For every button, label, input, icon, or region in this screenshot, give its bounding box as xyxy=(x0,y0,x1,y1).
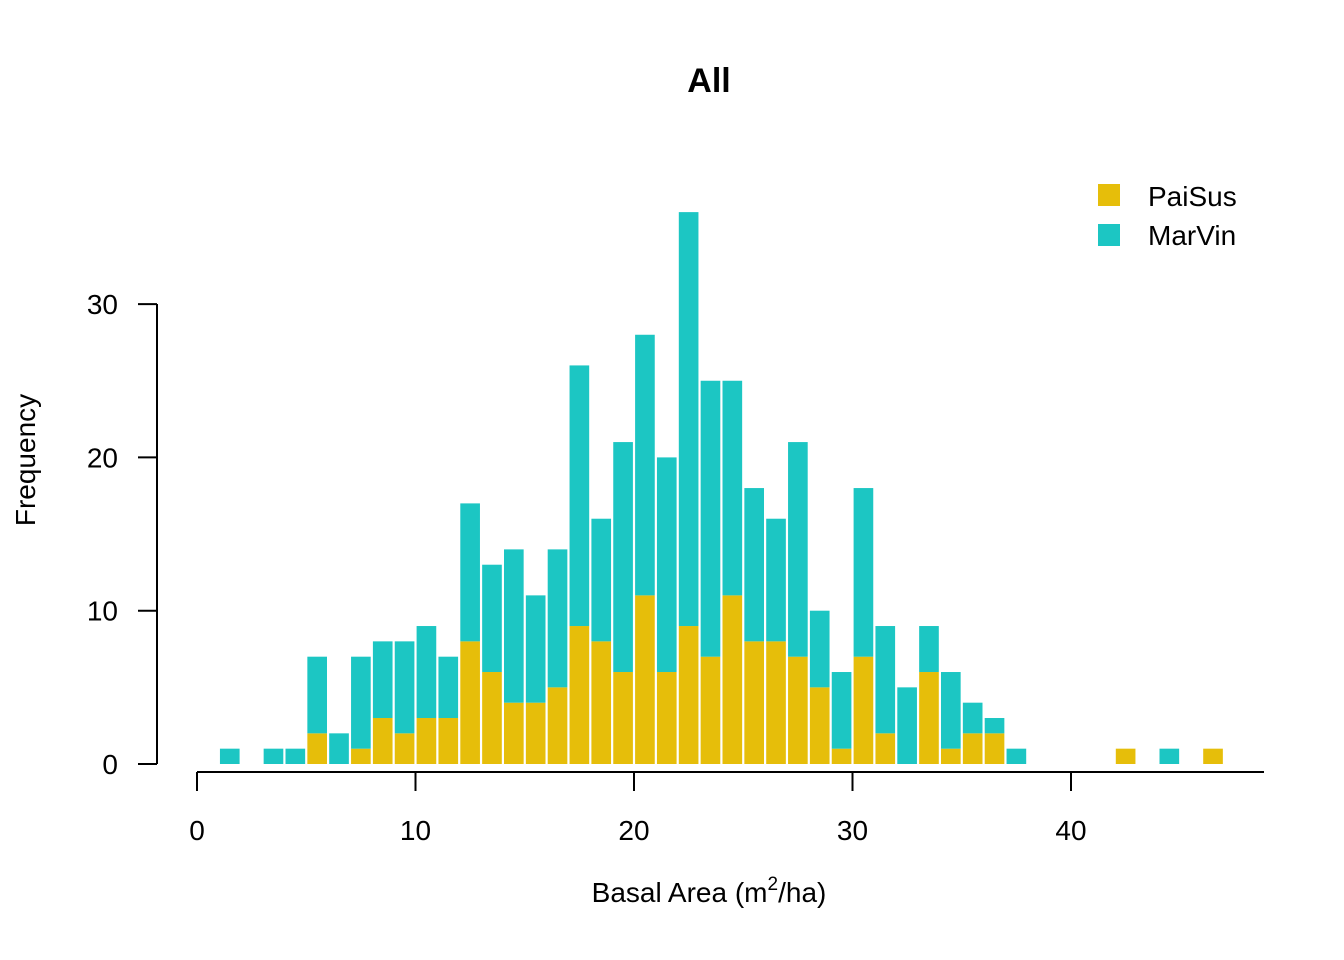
bar-marvin-25.5 xyxy=(744,488,764,642)
bar-paisus-46.5 xyxy=(1203,748,1223,764)
bar-paisus-16.5 xyxy=(547,687,568,764)
bar-paisus-29.5 xyxy=(831,748,852,764)
bar-marvin-37.5 xyxy=(1006,748,1027,764)
bar-paisus-28.5 xyxy=(809,687,830,764)
x-ticks: 0 10 20 30 40 xyxy=(189,772,1087,846)
legend-swatch-marvin xyxy=(1098,224,1120,246)
bars-group xyxy=(219,212,1223,764)
x-axis-title: Basal Area (m2/ha) xyxy=(592,874,827,908)
bar-marvin-31.5 xyxy=(875,626,896,734)
bar-paisus-14.5 xyxy=(504,702,524,764)
bar-paisus-19.5 xyxy=(613,672,633,764)
bar-marvin-36.5 xyxy=(984,718,1005,734)
x-tick-label: 0 xyxy=(189,815,205,846)
bar-paisus-27.5 xyxy=(788,656,808,764)
y-tick-label: 10 xyxy=(87,596,118,627)
bar-paisus-7.5 xyxy=(351,748,371,764)
x-axis: 0 10 20 30 40 xyxy=(189,771,1264,846)
bar-paisus-9.5 xyxy=(394,733,415,764)
bar-marvin-14.5 xyxy=(504,549,524,703)
y-tick-label: 30 xyxy=(87,289,118,320)
bar-marvin-23.5 xyxy=(700,380,721,657)
bar-marvin-6.5 xyxy=(329,733,349,764)
bar-paisus-13.5 xyxy=(482,672,502,764)
bar-paisus-33.5 xyxy=(919,672,939,764)
bar-paisus-36.5 xyxy=(984,733,1005,764)
bar-marvin-7.5 xyxy=(351,656,371,749)
bar-paisus-12.5 xyxy=(460,641,480,764)
bar-paisus-26.5 xyxy=(766,641,786,764)
bar-marvin-32.5 xyxy=(897,687,917,764)
bar-marvin-33.5 xyxy=(919,626,939,673)
y-tick-label: 20 xyxy=(87,442,118,473)
bar-paisus-31.5 xyxy=(875,733,896,764)
bar-paisus-18.5 xyxy=(591,641,612,764)
bar-marvin-8.5 xyxy=(372,641,393,719)
bar-marvin-1.5 xyxy=(219,748,240,764)
bar-marvin-29.5 xyxy=(831,672,852,749)
bar-paisus-15.5 xyxy=(525,702,546,764)
bar-marvin-13.5 xyxy=(482,564,502,673)
bar-marvin-26.5 xyxy=(766,518,786,642)
bar-marvin-4.5 xyxy=(285,748,306,764)
bar-marvin-24.5 xyxy=(722,380,743,596)
chart-title: All xyxy=(687,62,730,100)
y-ticks: 0 10 20 30 xyxy=(87,289,157,780)
bar-paisus-10.5 xyxy=(416,718,437,764)
bar-marvin-11.5 xyxy=(438,656,459,719)
bar-marvin-44.5 xyxy=(1159,748,1180,764)
x-tick-label: 30 xyxy=(837,815,868,846)
bar-paisus-5.5 xyxy=(307,733,327,764)
y-axis: 0 10 20 30 xyxy=(87,289,158,780)
bar-marvin-28.5 xyxy=(809,610,830,688)
y-tick-label: 0 xyxy=(102,749,118,780)
bar-marvin-18.5 xyxy=(591,518,612,642)
legend-label-marvin: MarVin xyxy=(1148,220,1236,251)
x-tick-label: 20 xyxy=(618,815,649,846)
bar-marvin-17.5 xyxy=(569,365,590,627)
bar-marvin-16.5 xyxy=(547,549,568,688)
bar-paisus-22.5 xyxy=(678,626,699,764)
legend: PaiSus MarVin xyxy=(1098,181,1237,251)
bar-marvin-30.5 xyxy=(853,488,874,657)
x-axis-title-main: Basal Area (m xyxy=(592,877,768,908)
bar-paisus-35.5 xyxy=(962,733,983,764)
bar-marvin-9.5 xyxy=(394,641,415,734)
x-tick-label: 10 xyxy=(400,815,431,846)
bar-paisus-11.5 xyxy=(438,718,459,764)
bar-marvin-20.5 xyxy=(635,334,655,596)
bar-marvin-3.5 xyxy=(263,748,284,764)
bar-paisus-8.5 xyxy=(372,718,393,764)
x-tick-label: 40 xyxy=(1055,815,1086,846)
bar-paisus-17.5 xyxy=(569,626,590,764)
bar-paisus-24.5 xyxy=(722,595,743,764)
bar-paisus-42.5 xyxy=(1115,748,1136,764)
legend-label-paisus: PaiSus xyxy=(1148,181,1237,212)
x-axis-title-superscript: 2 xyxy=(768,874,779,895)
bar-marvin-10.5 xyxy=(416,626,437,719)
bar-paisus-21.5 xyxy=(656,672,677,764)
bar-marvin-12.5 xyxy=(460,503,480,642)
bar-paisus-34.5 xyxy=(941,748,961,764)
bar-marvin-22.5 xyxy=(678,212,699,627)
bar-paisus-30.5 xyxy=(853,656,874,764)
legend-swatch-paisus xyxy=(1098,184,1120,206)
bar-paisus-25.5 xyxy=(744,641,764,764)
bar-marvin-35.5 xyxy=(962,702,983,734)
bar-marvin-15.5 xyxy=(525,595,546,703)
x-axis-title-suffix: /ha) xyxy=(778,877,826,908)
bar-marvin-19.5 xyxy=(613,442,633,673)
bar-marvin-5.5 xyxy=(307,656,327,734)
y-axis-title: Frequency xyxy=(10,394,41,526)
bar-paisus-20.5 xyxy=(635,595,655,764)
bar-marvin-34.5 xyxy=(941,672,961,749)
bar-marvin-21.5 xyxy=(656,457,677,673)
bar-marvin-27.5 xyxy=(788,442,808,657)
bar-paisus-23.5 xyxy=(700,656,721,764)
